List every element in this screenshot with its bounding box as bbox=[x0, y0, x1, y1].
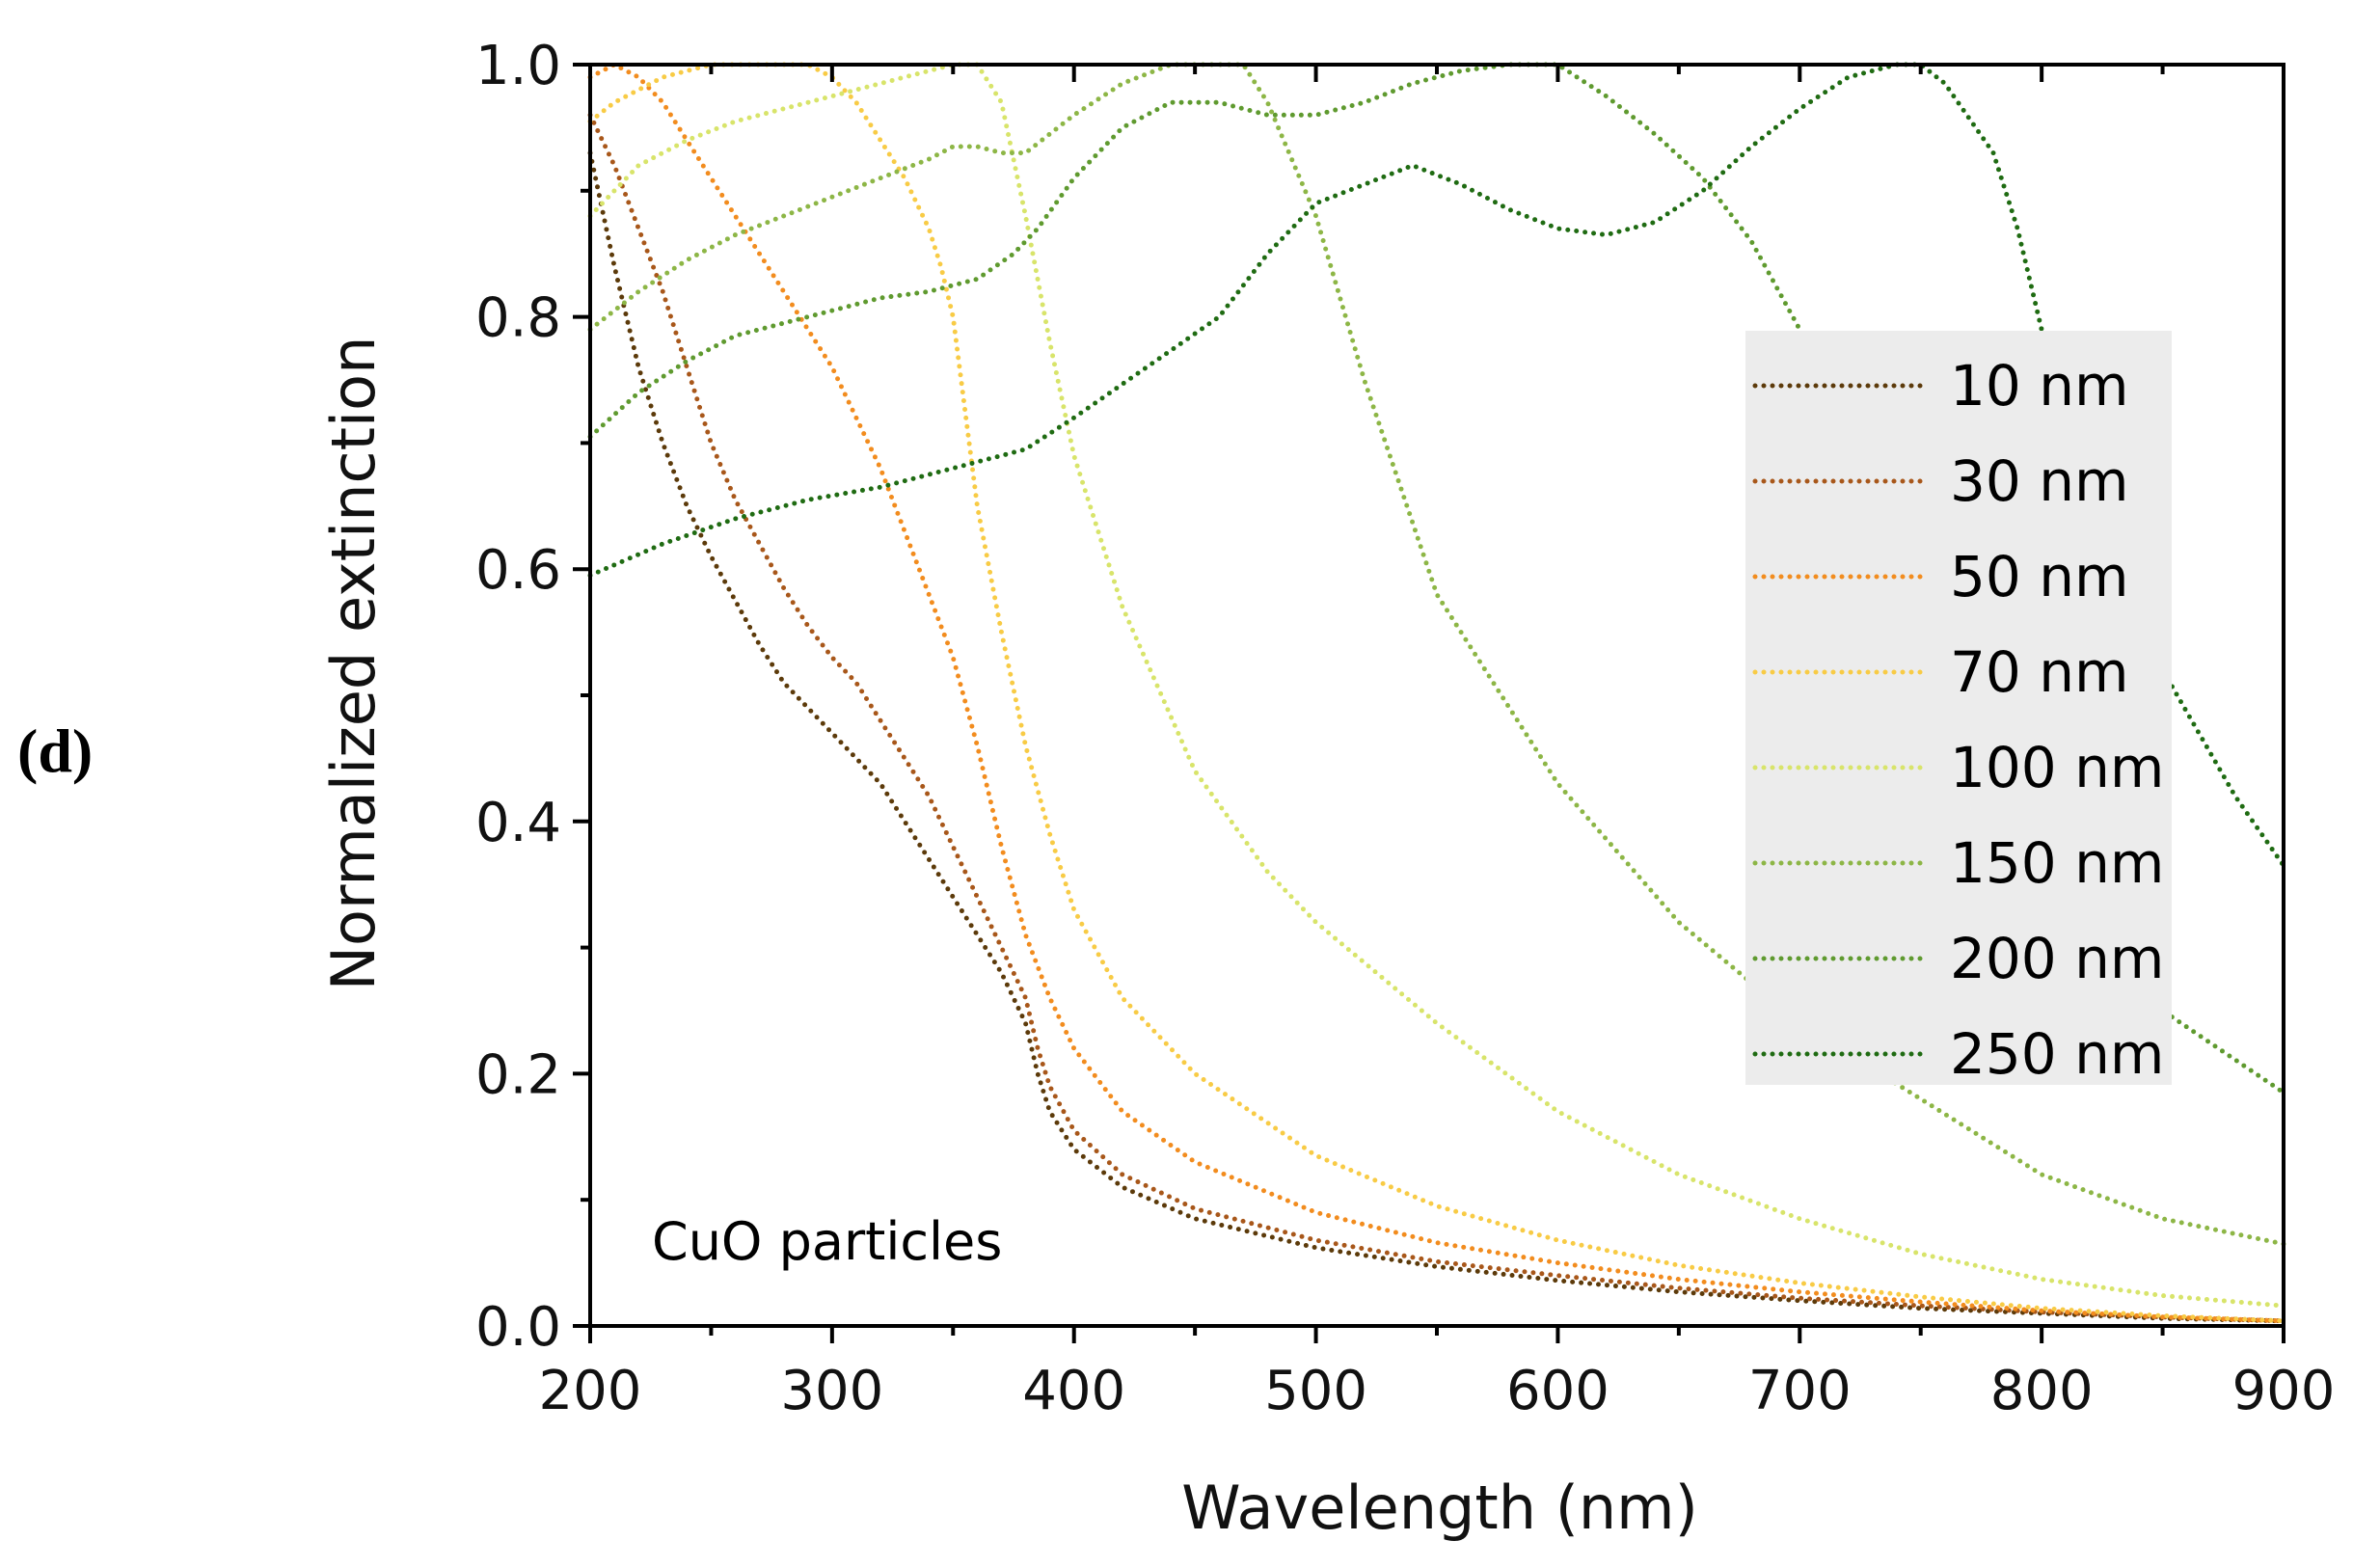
legend-label: 10 nm bbox=[1950, 353, 2129, 419]
x-axis-title: Wavelength (nm) bbox=[1181, 1473, 1698, 1543]
series-line-100-nm bbox=[587, 62, 2286, 1309]
y-tick-label: 0.6 bbox=[475, 539, 561, 602]
series-layer bbox=[587, 62, 2286, 1324]
panel-label: (d) bbox=[17, 716, 93, 785]
legend-label: 50 nm bbox=[1950, 544, 2129, 609]
x-axis: 200 300 400 500 600 700 800 900 bbox=[539, 65, 2336, 1422]
legend-label: 100 nm bbox=[1950, 735, 2164, 800]
legend-label: 30 nm bbox=[1950, 448, 2129, 514]
x-tick-label: 800 bbox=[1990, 1360, 2094, 1422]
series-line-70-nm bbox=[587, 62, 2286, 1324]
series-line-50-nm bbox=[587, 62, 2286, 1324]
legend: 10 nm 30 nm 50 nm 70 nm 100 nm 150 nm 200 nm 25… bbox=[1745, 331, 2172, 1087]
series-line-250-nm bbox=[587, 62, 2286, 869]
y-tick-label: 0.8 bbox=[475, 287, 561, 350]
series-line-30-nm bbox=[587, 112, 2286, 1324]
x-tick-label: 900 bbox=[2232, 1360, 2336, 1422]
series-line-150-nm bbox=[587, 62, 2286, 1247]
y-axis-title: Normalized extinction bbox=[318, 337, 389, 991]
series-line-200-nm bbox=[587, 62, 2286, 1095]
y-tick-label: 0.2 bbox=[475, 1043, 561, 1106]
y-tick-label: 1.0 bbox=[475, 35, 561, 97]
legend-label: 250 nm bbox=[1950, 1021, 2164, 1087]
x-tick-label: 400 bbox=[1022, 1360, 1125, 1422]
annotation-label: CuO particles bbox=[652, 1211, 1002, 1272]
legend-label: 70 nm bbox=[1950, 639, 2129, 705]
legend-label: 200 nm bbox=[1950, 926, 2164, 991]
x-tick-label: 600 bbox=[1506, 1360, 1609, 1422]
y-tick-label: 0.0 bbox=[475, 1296, 561, 1359]
x-tick-label: 200 bbox=[539, 1360, 642, 1422]
x-tick-label: 300 bbox=[780, 1360, 883, 1422]
y-axis: 0.0 0.2 0.4 0.6 0.8 1.0 bbox=[475, 35, 590, 1359]
y-tick-label: 0.4 bbox=[475, 792, 561, 854]
x-tick-label: 700 bbox=[1748, 1360, 1852, 1422]
legend-label: 150 nm bbox=[1950, 830, 2164, 896]
x-tick-label: 500 bbox=[1264, 1360, 1367, 1422]
legend-items: 10 nm 30 nm 50 nm 70 nm 100 nm 150 nm 200 nm 25… bbox=[1752, 353, 2164, 1087]
